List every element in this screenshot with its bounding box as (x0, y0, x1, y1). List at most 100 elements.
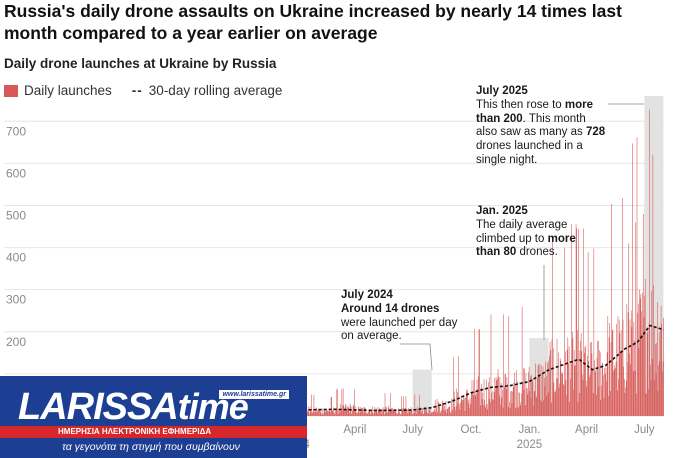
bar-2024-03-07 (339, 409, 340, 416)
bar-2024-11-28 (507, 407, 509, 416)
leader-july-2024 (400, 343, 433, 371)
x-tick-5: Jan. (519, 424, 541, 436)
bar-2025-07-23 (658, 365, 659, 416)
bar-2024-10-06 (474, 329, 475, 416)
bar-2025-01-24 (544, 377, 545, 416)
bar-2025-02-18 (559, 358, 561, 416)
bar-2025-03-19 (578, 229, 579, 416)
bar-2025-03-22 (580, 340, 581, 416)
bar-2024-02-01 (316, 412, 318, 416)
bar-2025-02-04 (551, 402, 552, 416)
bar-2024-06-24 (408, 408, 409, 416)
bar-2024-03-06 (338, 409, 339, 416)
bar-2024-10-07 (474, 392, 476, 416)
bar-2024-05-03 (375, 409, 376, 416)
bar-2025-03-12 (573, 350, 575, 416)
bar-2024-07-11 (418, 394, 420, 416)
bar-2024-06-21 (406, 409, 407, 416)
bar-2024-07-08 (417, 406, 418, 416)
bar-2025-06-10 (630, 310, 632, 416)
bar-2024-03-26 (351, 413, 352, 416)
bar-2024-07-17 (422, 414, 424, 416)
daily-launch-bars (200, 109, 664, 417)
bar-2024-09-08 (456, 388, 458, 416)
bar-2025-06-20 (637, 312, 638, 416)
bar-2024-12-03 (511, 390, 512, 416)
bar-2024-03-16 (344, 406, 346, 416)
logo-red-bar: ΗΜΕΡΗΣΙΑ ΗΛΕΚΤΡΟΝΙΚΗ ΕΦΗΜΕΡΙΔΑ (0, 426, 307, 438)
bar-2024-08-06 (435, 411, 437, 416)
bar-2024-12-29 (527, 394, 529, 416)
bar-2025-06-15 (634, 340, 635, 416)
bar-2025-06-18 (636, 393, 637, 416)
annotation-july-2025-l4: drones launched in a (476, 140, 583, 153)
bar-2024-09-29 (469, 398, 471, 416)
bar-2024-11-21 (503, 314, 504, 416)
bar-2024-07-23 (426, 412, 428, 416)
bar-2025-02-09 (554, 391, 555, 416)
bar-2025-01-11 (535, 395, 537, 416)
bar-2025-03-16 (576, 228, 577, 416)
bar-2024-03-29 (352, 404, 354, 416)
bar-2024-08-30 (450, 412, 452, 416)
bar-2024-08-26 (448, 407, 449, 416)
bar-2024-09-03 (453, 357, 454, 416)
bar-2024-06-09 (398, 410, 400, 416)
bar-2024-02-20 (328, 411, 330, 416)
bar-2024-08-05 (434, 400, 436, 416)
bar-2024-06-10 (399, 411, 400, 416)
bar-2025-04-06 (589, 374, 591, 416)
bar-2025-04-26 (602, 362, 604, 416)
y-tick-300: 300 (6, 293, 26, 307)
bar-2024-06-25 (408, 411, 410, 416)
annotation-jan-2025: Jan. 2025 The daily average climbed up t… (476, 205, 576, 260)
bar-2025-04-21 (599, 350, 600, 416)
bar-2024-06-06 (396, 414, 398, 416)
legend-bars-swatch (4, 84, 18, 97)
bar-2024-09-04 (453, 391, 455, 416)
highlight-band-0 (412, 369, 432, 416)
bar-2024-06-02 (394, 408, 395, 416)
bar-2024-06-05 (396, 412, 397, 416)
legend: Daily launches -- 30-day rolling average (4, 83, 282, 98)
bar-2024-01-21 (309, 406, 311, 416)
bar-2024-07-07 (416, 414, 418, 416)
bar-2024-10-24 (485, 404, 487, 416)
bar-2024-02-05 (319, 408, 320, 416)
bar-2024-04-18 (365, 412, 367, 416)
bar-2024-07-26 (428, 409, 430, 416)
bar-2025-05-16 (615, 367, 616, 416)
annotation-july-2025-head: July 2025 (476, 85, 528, 97)
bar-2024-05-01 (373, 412, 375, 416)
bar-2024-06-04 (395, 412, 397, 416)
bar-2025-03-09 (571, 332, 573, 416)
bar-2025-02-25 (564, 247, 565, 416)
bar-2025-04-07 (590, 342, 591, 416)
bar-2024-01-29 (314, 408, 316, 416)
bar-2025-02-21 (561, 371, 563, 416)
logo-url: www.larissatime.gr (219, 390, 289, 399)
bar-2025-02-22 (562, 373, 564, 416)
bar-2024-05-16 (383, 410, 385, 416)
bar-2025-05-01 (605, 367, 607, 416)
bar-2024-10-16 (480, 388, 482, 416)
bar-2024-01-17 (307, 410, 308, 416)
annotation-july-2024-l3: on average. (341, 330, 402, 343)
bar-2024-04-27 (371, 408, 372, 416)
bar-2024-05-23 (387, 408, 389, 416)
bar-2024-02-23 (330, 397, 332, 416)
bar-2025-07-25 (659, 361, 661, 416)
bar-2025-03-01 (566, 349, 568, 416)
annotation-july-2025-l2b: . This month (522, 112, 586, 125)
bar-2025-01-13 (537, 378, 538, 416)
bar-2024-12-16 (519, 393, 520, 416)
bar-2025-03-07 (570, 363, 572, 416)
bar-2025-06-12 (632, 143, 633, 416)
bar-2024-10-11 (477, 389, 478, 416)
bar-2025-07-06 (647, 330, 649, 416)
bar-2024-02-22 (330, 412, 331, 416)
bar-2024-03-13 (342, 388, 344, 416)
bar-2025-04-08 (591, 341, 592, 416)
bar-2025-02-10 (554, 392, 556, 416)
bar-2024-12-07 (513, 382, 515, 416)
